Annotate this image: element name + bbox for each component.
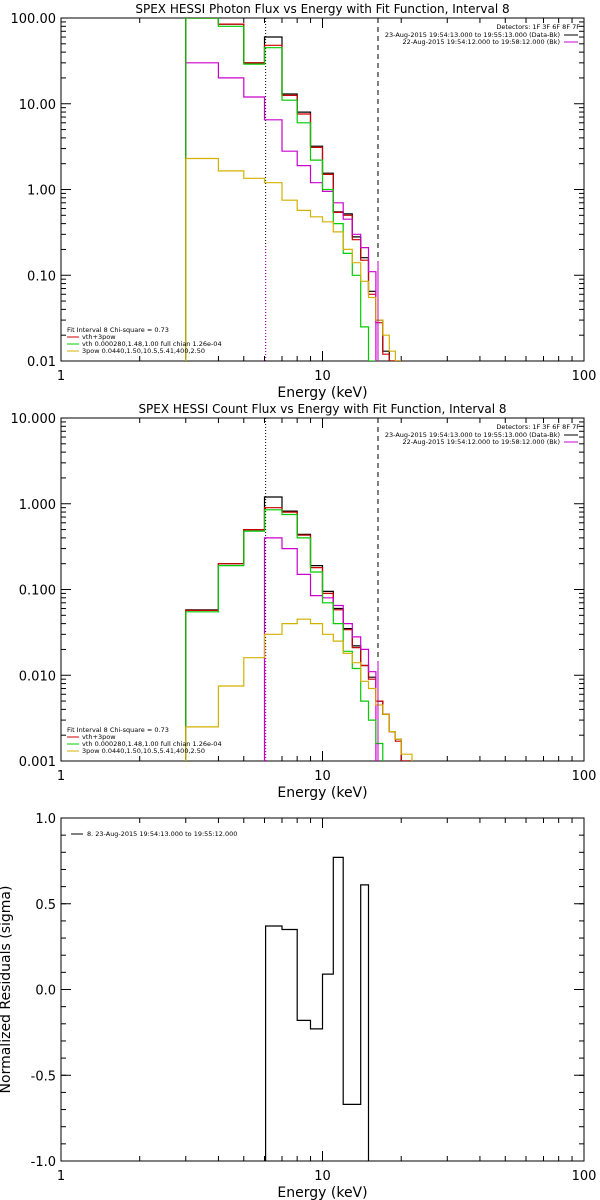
- panel1-x-axis-label: Energy (keV): [277, 385, 367, 401]
- panel2-fit-text: Fit Interval 8 Chi-square = 0.73: [67, 726, 169, 734]
- panel2-y-tick-label: 10.000: [11, 412, 57, 427]
- panel2-y-tick-label: 0.001: [19, 755, 56, 770]
- panel3-y-tick-label: -1.0: [31, 1155, 56, 1170]
- panel3-y-tick-label: -0.5: [31, 1069, 56, 1084]
- panel2-x-axis-label: Energy (keV): [277, 785, 367, 801]
- panel2-series-4-histogram: [185, 618, 413, 761]
- panel2-x-tick-label: 10: [314, 769, 331, 784]
- panel1-series-3-histogram: [185, 18, 376, 361]
- panel2-series-2-histogram: [263, 537, 377, 761]
- panel1-legend-label: vth 0.000280,1.48,1.00 full chian 1.26e-…: [82, 340, 222, 348]
- panel3-series-0-histogram: [265, 856, 370, 1161]
- panel2-x-tick-label: 100: [572, 769, 597, 784]
- panel1-legend-label: 3pow 0.0440,1.50,10.5,5.41,400,2.50: [82, 347, 205, 355]
- panel1-series-2-histogram: [185, 62, 377, 361]
- panel1-fit-text: Fit Interval 8 Chi-square = 0.73: [67, 326, 169, 334]
- panel3-x-axis-label: Energy (keV): [277, 1185, 367, 1200]
- panel3-y-tick-label: 0.0: [35, 984, 56, 999]
- panel3-y-tick-label: 1.0: [35, 812, 56, 827]
- panel2-x-tick-label: 1: [57, 769, 65, 784]
- panel1-y-tick-label: 100.00: [11, 12, 57, 27]
- panel1-series-4-histogram: [185, 157, 402, 361]
- panel2-series-3-histogram: [185, 509, 384, 761]
- panel1-y-tick-label: 0.01: [27, 355, 56, 370]
- panel1-time-range-text: 23-Aug-2015 19:54:13.000 to 19:55:13.000…: [385, 31, 560, 39]
- panel3-y-axis-label: Normalized Residuals (sigma): [0, 886, 14, 1094]
- panel3-legend-label: 8. 23-Aug-2015 19:54:13.000 to 19:55:12.…: [87, 830, 237, 838]
- panel1-y-tick-label: 10.00: [19, 98, 56, 113]
- panel3-y-tick-label: 0.5: [35, 898, 56, 913]
- panel3-x-tick-label: 10: [314, 1169, 331, 1184]
- panel1-detectors-text: Detectors: 1F 3F 6F 8F 7F: [496, 23, 580, 31]
- panel1-x-tick-label: 100: [572, 369, 597, 384]
- panel2-detectors-text: Detectors: 1F 3F 6F 8F 7F: [496, 423, 580, 431]
- panel2-legend-label: vth+3pow: [82, 733, 116, 741]
- panel1-x-tick-label: 1: [57, 369, 65, 384]
- panel2-y-tick-label: 0.010: [19, 669, 56, 684]
- panel2-time-range-text: 23-Aug-2015 19:54:13.000 to 19:55:13.000…: [385, 431, 560, 439]
- panel2-time-range-text: 22-Aug-2015 19:54:12.000 to 19:58:12.000…: [403, 438, 560, 446]
- panel1-legend-label: vth+3pow: [82, 333, 116, 341]
- panel1-y-tick-label: 0.10: [27, 269, 56, 284]
- panel2-y-tick-label: 0.100: [19, 584, 56, 599]
- panel2-legend-label: 3pow 0.0440,1.50,10.5,5.41,400,2.50: [82, 747, 205, 755]
- panel1-y-tick-label: 1.00: [27, 184, 56, 199]
- panel3-x-tick-label: 1: [57, 1169, 65, 1184]
- panel1-x-tick-label: 10: [314, 369, 331, 384]
- panel3-x-tick-label: 100: [572, 1169, 597, 1184]
- panel2-y-tick-label: 1.000: [19, 498, 56, 513]
- panel1-time-range-text: 22-Aug-2015 19:54:12.000 to 19:58:12.000…: [403, 38, 560, 46]
- panel2-chart-title: SPEX HESSI Count Flux vs Energy with Fit…: [138, 402, 506, 416]
- panel1-chart-title: SPEX HESSI Photon Flux vs Energy with Fi…: [135, 2, 509, 16]
- panel2-legend-label: vth 0.000280,1.48,1.00 full chian 1.26e-…: [82, 740, 222, 748]
